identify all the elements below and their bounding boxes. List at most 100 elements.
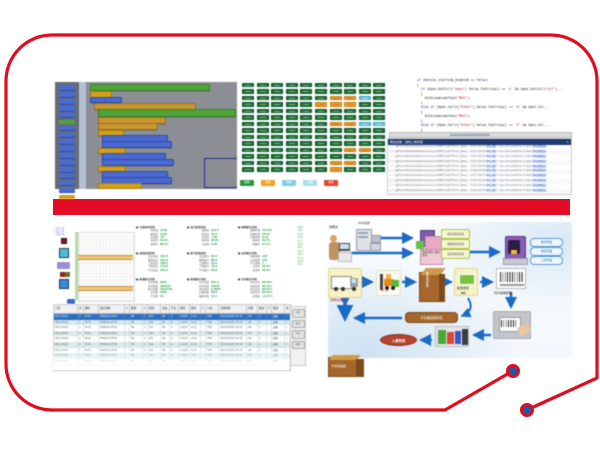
- machine-cell: [373, 128, 386, 133]
- machine-icon: [59, 279, 69, 289]
- machine-cell: [344, 108, 357, 114]
- table-cell: PA6620-GF30: [99, 364, 125, 370]
- machine-cell: [373, 89, 386, 94]
- machine-cell: [300, 167, 313, 172]
- staging-box-label: 暫存待檢區: [425, 272, 430, 288]
- status-legend: 稼動 換線 保養 待機 異常: [240, 180, 338, 186]
- machine-cell: [242, 167, 254, 172]
- machine-cell: [256, 154, 269, 159]
- panel-block-editor: [55, 82, 237, 200]
- machine-cell: [344, 154, 357, 159]
- readout-group: ■ 能耗統計資料 本日用電 861.2 本月用電 18245 單位能耗 0.0894 尖峰用電…: [187, 278, 236, 303]
- readout-label: 平均壓力: [198, 268, 209, 272]
- log-text: 一.置E\AutoBackDataService\record\MES7a\PV…: [392, 189, 487, 193]
- readout-group: ■ 品質統計資料 檢驗批數 128 合格批數 126 不合格數 2 合格率 98.4% 直通率 96…: [238, 252, 287, 277]
- machine-cell: [300, 115, 313, 120]
- side-value: 94.1: [297, 263, 303, 267]
- scada-mini-legend: — 先行 12— 加工 25— 完成 40: [53, 227, 64, 236]
- station-tag: [57, 262, 70, 269]
- code-token: {: [417, 127, 423, 132]
- toolbox-block: [59, 119, 75, 125]
- machine-cell: [300, 102, 313, 107]
- machine-cell: [271, 147, 284, 153]
- log-highlight: OK回傳成功: [532, 159, 547, 163]
- log-text: 一.置E\AutoBackDataService\record\MES7a\PV…: [392, 159, 487, 163]
- layout-grid: [78, 232, 135, 302]
- machine-cell: [358, 89, 371, 94]
- table-header-cell: 日期時間: [219, 305, 247, 313]
- code-block: [98, 123, 158, 130]
- machine-cell: [256, 160, 269, 166]
- cluster-tag: 出貨資料系統: [441, 249, 470, 259]
- code-token: );: [466, 114, 471, 118]
- blockly-toolbox: [55, 82, 79, 200]
- log-rows: ▸ 一.置E\AutoBackDataService\record\MES7a\…: [388, 145, 571, 194]
- machine-cell: [271, 83, 284, 88]
- machine-cell: [285, 108, 298, 114]
- machine-cell: [344, 147, 357, 153]
- machine-cell: [373, 147, 386, 153]
- machine-cell: [256, 89, 269, 94]
- readout-label: 離峰用電: [198, 294, 209, 298]
- code-token: && Open.GetCell(: [513, 87, 546, 91]
- log-highlight: OK回傳成功: [532, 154, 547, 158]
- machine-cell: [242, 147, 254, 153]
- readout-value: 52: [160, 294, 164, 298]
- readout-label: 稼動率: [150, 242, 158, 246]
- toolbox-block: [59, 187, 75, 194]
- log-highlight: OK回傳成功: [532, 189, 547, 193]
- log-highlight: OK回傳成功: [532, 174, 547, 178]
- code-token: && Open.Cel...: [520, 123, 550, 127]
- table-header-cell: 機台: [84, 305, 99, 313]
- table-header-cell: 確認: [258, 305, 267, 313]
- log-text: 一.置E\AutoBackDataService\record\MES7a\PV…: [392, 174, 487, 178]
- machine-cell: [373, 115, 386, 120]
- code-token: && Open.Cel...: [520, 105, 550, 109]
- person-label: 供應商: [329, 225, 339, 229]
- table-body: WO-23101 1 M-01 PA6620-GF30 · 96 1 IQC 96 0 L1023 A…: [54, 314, 290, 370]
- machine-cell: [329, 141, 342, 146]
- table-cell: A-12: [190, 364, 201, 370]
- scrollbar-thumb: [450, 133, 490, 136]
- code-token: (Open.GetCell(: [424, 87, 454, 91]
- machine-cell: [344, 115, 357, 120]
- log-text: = dyn-Info-pathInfo-2-data: [495, 179, 533, 183]
- machine-cell: [256, 83, 269, 88]
- panel-code-editor: if (Device_starting_Enabled == false){ i…: [395, 78, 571, 134]
- barcode-card-icon: [496, 268, 526, 289]
- machine-cell: [300, 83, 313, 88]
- code-token: {: [417, 109, 423, 114]
- machine-cell: [271, 89, 284, 94]
- panel-log: 輸出記錄 - 資料上傳清單 × ▸ 一.置E\AutoBackDataServi…: [387, 138, 572, 195]
- table-side-buttons: 查詢 匯出 列印 關閉: [290, 306, 306, 366]
- table-header-cell: 批號: [179, 305, 190, 313]
- machine-cell: [373, 154, 386, 159]
- machine-cell: [314, 121, 327, 127]
- code-token: "RES": [457, 114, 467, 118]
- table-cell: L1023: [179, 364, 190, 370]
- readout-group: ■ 壓力監視資料 設定壓力 86.0 實際壓力 85.4 上限壓力 95.0 下限壓力 78.0…: [187, 252, 236, 277]
- log-highlight: NG上傳: [486, 145, 496, 148]
- blockly-canvas: [86, 82, 237, 189]
- machine-cell: [344, 128, 357, 133]
- machine-cell: [329, 134, 342, 140]
- blockly-flyout: [79, 82, 86, 189]
- indicator-icon: [65, 272, 70, 277]
- log-text: = dyn-Info-pathInfo-2-data: [495, 174, 533, 178]
- code-token: ).Value.ToString() ==: [465, 87, 508, 91]
- machine-cell: [373, 108, 386, 114]
- machine-cell: [314, 102, 327, 107]
- code-block: [102, 141, 172, 148]
- toolbox-block: [59, 99, 75, 105]
- machine-cell: [271, 108, 284, 114]
- log-highlight: OK回傳成功: [532, 169, 547, 173]
- table-header-cell: 儲位: [190, 305, 201, 313]
- readout-row: 差異值 +0.37%: [238, 295, 287, 298]
- readout-label: 直通率: [252, 268, 260, 272]
- code-token: (Open.Cells[: [434, 105, 460, 109]
- machine-cell: [256, 147, 269, 153]
- log-text: = dyn-Info-pathInfo-2-data: [495, 189, 533, 193]
- connector-dot-upper: [506, 364, 520, 378]
- machine-cell: [314, 154, 327, 159]
- log-text: 一.置E\AutoBackDataService\record\MES7a\PV…: [392, 184, 487, 188]
